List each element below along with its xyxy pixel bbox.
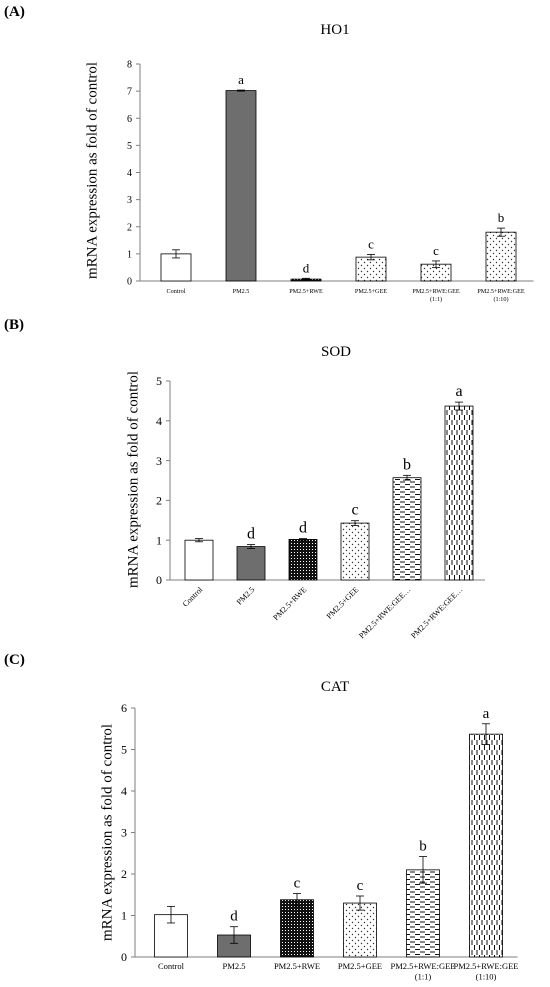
x-tick-label: Control xyxy=(167,288,186,295)
x-tick-label: PM2.5+RWE:GEE xyxy=(390,961,455,971)
bar xyxy=(392,477,422,581)
y-tick-label: 7 xyxy=(127,87,132,98)
chart-title: SOD xyxy=(320,344,351,360)
bar xyxy=(340,522,370,581)
chart-title: HO1 xyxy=(320,22,350,38)
y-tick-label: 6 xyxy=(121,701,127,715)
x-tick-label: PM2.5+RWE:GEE… xyxy=(357,585,412,640)
y-tick-label: 2 xyxy=(156,494,162,508)
y-tick-label: 6 xyxy=(127,114,132,125)
bar xyxy=(225,90,257,282)
y-tick-label: 2 xyxy=(127,222,132,233)
x-tick-sublabel: (1:1) xyxy=(430,296,442,303)
y-tick-label: 3 xyxy=(156,454,162,468)
y-tick-label: 4 xyxy=(156,414,162,428)
bar xyxy=(355,256,387,282)
x-tick-sublabel: (1:1) xyxy=(415,972,432,982)
significance-letter: b xyxy=(403,456,411,473)
x-tick-label: PM2.5+RWE:GEE xyxy=(477,288,525,295)
y-tick-label: 5 xyxy=(121,743,127,757)
y-tick-label: 5 xyxy=(127,141,132,152)
bar xyxy=(184,539,214,581)
significance-letter: c xyxy=(368,236,374,251)
y-tick-label: 0 xyxy=(121,950,127,964)
panel-label: (B) xyxy=(4,317,24,333)
bar xyxy=(288,539,318,581)
x-tick-label: PM2.5+RWE xyxy=(289,288,323,295)
y-tick-label: 1 xyxy=(121,909,127,923)
bar xyxy=(236,546,266,581)
bar xyxy=(444,405,474,581)
significance-letter: c xyxy=(433,243,439,258)
x-tick-sublabel: (1:10) xyxy=(476,972,497,982)
x-tick-label: PM2.5+RWE:GEE… xyxy=(409,585,464,640)
y-tick-label: 4 xyxy=(127,168,132,179)
y-tick-label: 1 xyxy=(127,249,132,260)
x-tick-label: PM2.5+GEE xyxy=(325,585,361,621)
significance-letter: a xyxy=(483,706,490,722)
significance-letter: a xyxy=(238,72,244,87)
significance-letter: b xyxy=(419,839,427,855)
x-tick-label: PM2.5+GEE xyxy=(355,288,387,295)
x-tick-label: PM2.5 xyxy=(235,585,257,607)
panel-label: (C) xyxy=(4,652,25,668)
bar xyxy=(485,231,517,282)
significance-letter: d xyxy=(299,520,307,537)
y-tick-label: 3 xyxy=(127,195,132,206)
y-tick-label: 4 xyxy=(121,784,127,798)
x-tick-label: PM2.5 xyxy=(233,288,250,295)
x-tick-label: PM2.5+RWE xyxy=(271,585,308,622)
x-tick-label: PM2.5+RWE:GEE xyxy=(412,288,460,295)
x-tick-label: PM2.5 xyxy=(223,961,246,971)
significance-letter: d xyxy=(303,260,310,275)
significance-letter: d xyxy=(247,526,255,543)
bar xyxy=(469,733,503,958)
x-tick-label: PM2.5+GEE xyxy=(338,961,382,971)
significance-letter: b xyxy=(498,210,505,225)
y-tick-label: 2 xyxy=(121,867,127,881)
x-tick-sublabel: (1:10) xyxy=(493,296,508,303)
panel-label: (A) xyxy=(4,4,25,20)
x-tick-label: Control xyxy=(181,585,205,609)
significance-letter: a xyxy=(455,383,462,400)
y-tick-label: 1 xyxy=(156,533,162,547)
bar xyxy=(280,899,314,958)
y-tick-label: 8 xyxy=(127,60,132,71)
bar xyxy=(406,869,440,958)
bar xyxy=(343,902,377,958)
significance-letter: c xyxy=(357,878,364,894)
x-tick-label: PM2.5+RWE:GEE xyxy=(453,961,518,971)
y-tick-label: 3 xyxy=(121,826,127,840)
x-tick-label: Control xyxy=(158,961,185,971)
y-tick-label: 0 xyxy=(127,277,132,288)
chart-title: CAT xyxy=(320,679,350,695)
significance-letter: c xyxy=(351,502,358,519)
significance-letter: d xyxy=(230,909,238,925)
significance-letter: c xyxy=(294,876,301,892)
x-tick-label: PM2.5+RWE xyxy=(274,961,320,971)
y-tick-label: 5 xyxy=(156,374,162,388)
y-tick-label: 0 xyxy=(156,573,162,587)
